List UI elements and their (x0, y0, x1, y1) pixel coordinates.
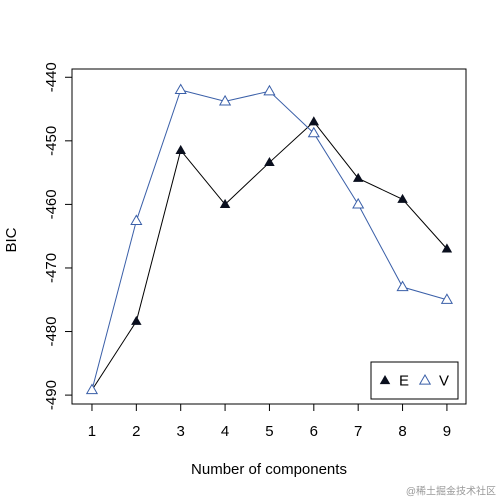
x-axis-label: Number of components (191, 461, 347, 478)
point (175, 144, 186, 154)
point (218, 94, 232, 106)
point (130, 214, 143, 226)
legend-symbol (418, 373, 432, 385)
x-tick-label: 6 (310, 423, 318, 440)
watermark: @稀土掘金技术社区 (406, 485, 496, 498)
point (440, 293, 454, 304)
point (396, 280, 409, 292)
y-axis-label: BIC (3, 227, 20, 252)
x-tick-label: 4 (221, 423, 229, 440)
legend-symbol (379, 375, 391, 385)
point (174, 83, 187, 95)
legend-label: E (399, 372, 409, 389)
point (307, 126, 320, 138)
x-tick-label: 3 (177, 423, 185, 440)
legend-label: V (439, 372, 449, 389)
point (352, 197, 365, 209)
x-tick-label: 9 (443, 423, 451, 440)
x-tick-label: 8 (398, 423, 406, 440)
y-tick-label: -480 (43, 317, 60, 347)
point (441, 243, 453, 253)
point (264, 156, 275, 167)
y-tick-label: -450 (43, 126, 60, 156)
y-tick-label: -490 (43, 380, 60, 410)
point (308, 116, 320, 126)
x-tick-label: 5 (265, 423, 273, 440)
y-tick-label: -460 (43, 189, 60, 219)
point (219, 198, 231, 208)
point (397, 193, 408, 203)
x-tick-label: 2 (132, 423, 140, 440)
y-tick-label: -470 (43, 253, 60, 283)
point (263, 84, 276, 96)
x-tick-label: 7 (354, 423, 362, 440)
y-tick-label: -440 (43, 62, 60, 92)
point (131, 315, 142, 325)
x-tick-label: 1 (88, 423, 96, 440)
point (85, 383, 99, 395)
point (352, 172, 364, 182)
